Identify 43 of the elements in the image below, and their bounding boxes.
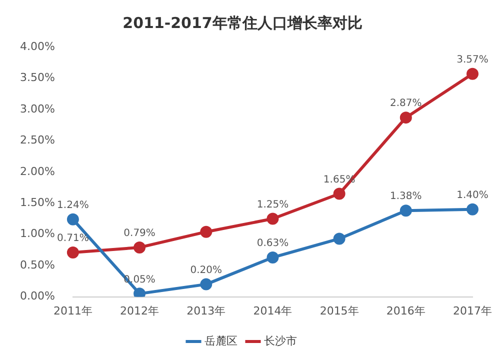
point <box>66 246 79 258</box>
legend-label: 长沙市 <box>264 334 297 348</box>
y-tick-label: 2.50% <box>20 134 55 147</box>
point <box>400 112 412 124</box>
point <box>134 241 146 254</box>
y-tick-label: 3.00% <box>20 102 55 116</box>
point <box>400 204 412 217</box>
data-label: 1.25% <box>256 199 289 210</box>
data-label: 0.71% <box>57 233 89 244</box>
y-tick-label: 1.00% <box>20 227 55 240</box>
x-tick-label: 2011年 <box>53 304 92 318</box>
x-tick-label: 2015年 <box>320 304 359 318</box>
point <box>333 232 346 245</box>
data-label: 0.20% <box>190 264 222 276</box>
data-label: 1.40% <box>456 190 488 201</box>
point <box>266 212 279 225</box>
x-tick-label: 2017年 <box>453 304 492 318</box>
data-label: 1.24% <box>57 200 89 211</box>
point <box>200 226 212 238</box>
data-label: 1.38% <box>390 191 422 202</box>
x-tick-label: 2012年 <box>120 304 160 318</box>
x-tick-label: 2016年 <box>386 304 426 318</box>
point <box>266 251 279 264</box>
y-tick-label: 4.00% <box>20 40 55 53</box>
y-tick-label: 2.00% <box>20 164 55 178</box>
y-tick-label: 0.50% <box>20 258 55 272</box>
chart-title: 2011-2017年常住人口增长率对比 <box>122 14 362 32</box>
data-label: 0.79% <box>124 228 156 240</box>
point <box>66 213 79 226</box>
x-tick-label: 2013年 <box>186 304 226 318</box>
point <box>466 203 479 216</box>
point <box>134 288 146 297</box>
data-label: 3.57% <box>456 54 488 66</box>
legend-label: 岳麓区 <box>204 334 238 348</box>
point <box>466 68 479 80</box>
point <box>200 278 212 290</box>
y-tick-label: 0.00% <box>20 290 55 303</box>
data-label: 0.63% <box>256 238 289 250</box>
point <box>333 188 346 200</box>
y-tick-label: 1.50% <box>20 196 55 209</box>
y-tick-label: 3.50% <box>20 71 55 84</box>
data-label: 2.87% <box>390 98 422 110</box>
x-tick-label: 2014年 <box>253 304 292 318</box>
